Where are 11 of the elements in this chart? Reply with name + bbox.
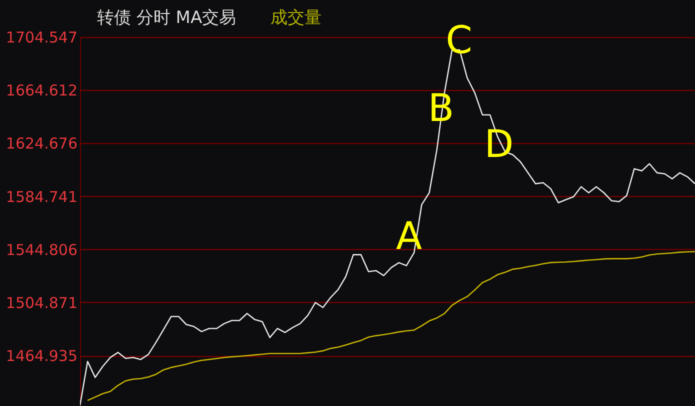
y-tick-label: 1464.935 [6,347,78,366]
chart-title: 转债 分时 MA交易 [97,8,236,28]
y-tick-label: 1584.741 [6,188,78,206]
y-tick-label: 1504.871 [6,294,78,312]
y-tick-label: 1624.676 [6,134,78,153]
y-tick-label: 1664.612 [6,82,78,100]
y-tick-label: 1704.547 [6,28,78,46]
text: 成交量 [270,8,322,28]
line-series [86,250,695,402]
y-tick-label: 1544.806 [6,240,78,259]
annotation: C [446,18,472,62]
